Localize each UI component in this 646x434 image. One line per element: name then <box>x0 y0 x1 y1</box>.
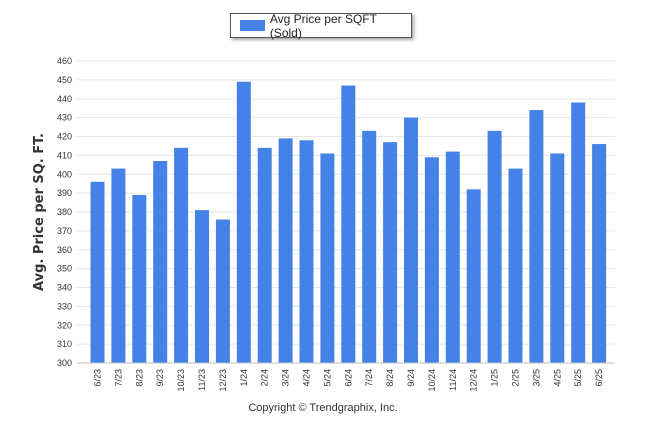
y-tick-label: 360 <box>57 245 72 255</box>
bars <box>90 81 607 364</box>
x-tick-label: 5/25 <box>573 369 583 387</box>
x-axis-ticks: 6/23 7/23 8/23 9/23 10/23 11/23 12/23 1/24 2/24 3… <box>93 369 605 392</box>
bar <box>90 181 105 363</box>
y-axis-label: Avg. Price per SQ. FT. <box>32 133 47 291</box>
x-tick-label: 5/24 <box>322 369 332 387</box>
legend-swatch <box>240 20 265 31</box>
y-tick-label: 450 <box>57 75 72 85</box>
y-tick-label: 370 <box>57 226 72 236</box>
bar <box>153 161 168 363</box>
y-tick-label: 390 <box>57 188 72 198</box>
x-tick-label: 6/25 <box>594 369 604 387</box>
bar <box>278 138 293 363</box>
bar <box>383 142 398 363</box>
x-tick-label: 6/24 <box>343 369 353 387</box>
x-tick-label: 9/23 <box>155 369 165 387</box>
x-tick-label: 10/23 <box>176 369 186 392</box>
x-tick-label: 2/24 <box>260 369 270 387</box>
y-tick-label: 320 <box>57 320 72 330</box>
bar <box>466 189 481 363</box>
bar <box>111 168 126 363</box>
x-tick-label: 9/24 <box>406 369 416 387</box>
bar <box>236 81 251 363</box>
copyright-text: Copyright © Trendgraphix, Inc. <box>248 402 398 414</box>
bar <box>487 130 502 363</box>
y-tick-label: 350 <box>57 264 72 274</box>
x-tick-label: 10/24 <box>427 369 437 392</box>
x-tick-label: 11/23 <box>197 369 207 391</box>
x-tick-label: 6/23 <box>93 369 103 387</box>
x-tick-label: 1/24 <box>239 369 249 387</box>
bar <box>215 219 230 363</box>
y-axis-ticks: 300 310 320 330 340 350 360 370 380 390 400 410 420 4… <box>57 56 72 368</box>
y-tick-label: 310 <box>57 339 72 349</box>
bar <box>132 195 147 363</box>
bar <box>362 130 377 363</box>
x-tick-label: 7/24 <box>364 369 374 387</box>
legend-label: Avg Price per SQFT (Sold) <box>269 11 377 40</box>
x-tick-label: 4/25 <box>552 369 562 387</box>
bar <box>320 153 335 363</box>
x-tick-label: 2/25 <box>511 369 521 387</box>
bar <box>508 168 523 363</box>
bar <box>529 110 544 363</box>
bar <box>299 140 314 363</box>
x-tick-label: 8/24 <box>385 369 395 387</box>
x-tick-label: 8/23 <box>134 369 144 387</box>
y-tick-label: 440 <box>57 94 72 104</box>
bar <box>445 151 460 363</box>
x-tick-label: 3/24 <box>281 369 291 387</box>
y-tick-label: 460 <box>57 56 72 66</box>
x-tick-label: 11/24 <box>448 369 458 391</box>
x-tick-label: 4/24 <box>302 369 312 387</box>
x-tick-label: 1/25 <box>490 369 500 387</box>
y-tick-label: 380 <box>57 207 72 217</box>
y-tick-label: 340 <box>57 283 72 293</box>
legend: Avg Price per SQFT (Sold) <box>230 11 412 40</box>
bar <box>257 147 272 363</box>
bar <box>571 102 586 364</box>
bar <box>174 147 189 363</box>
y-tick-label: 300 <box>57 358 72 368</box>
x-tick-label: 12/24 <box>469 369 479 392</box>
bar <box>592 144 607 363</box>
bar <box>404 117 418 364</box>
y-tick-label: 430 <box>57 113 72 123</box>
bar <box>424 157 439 363</box>
y-tick-label: 400 <box>57 169 72 179</box>
bar <box>195 210 209 363</box>
bar <box>341 85 356 363</box>
x-tick-label: 3/25 <box>531 369 541 387</box>
x-tick-label: 12/23 <box>218 369 228 392</box>
bar <box>550 153 565 363</box>
y-tick-label: 420 <box>57 132 72 142</box>
x-tick-label: 7/23 <box>113 369 123 387</box>
y-tick-label: 330 <box>57 301 72 311</box>
y-tick-label: 410 <box>57 150 72 160</box>
